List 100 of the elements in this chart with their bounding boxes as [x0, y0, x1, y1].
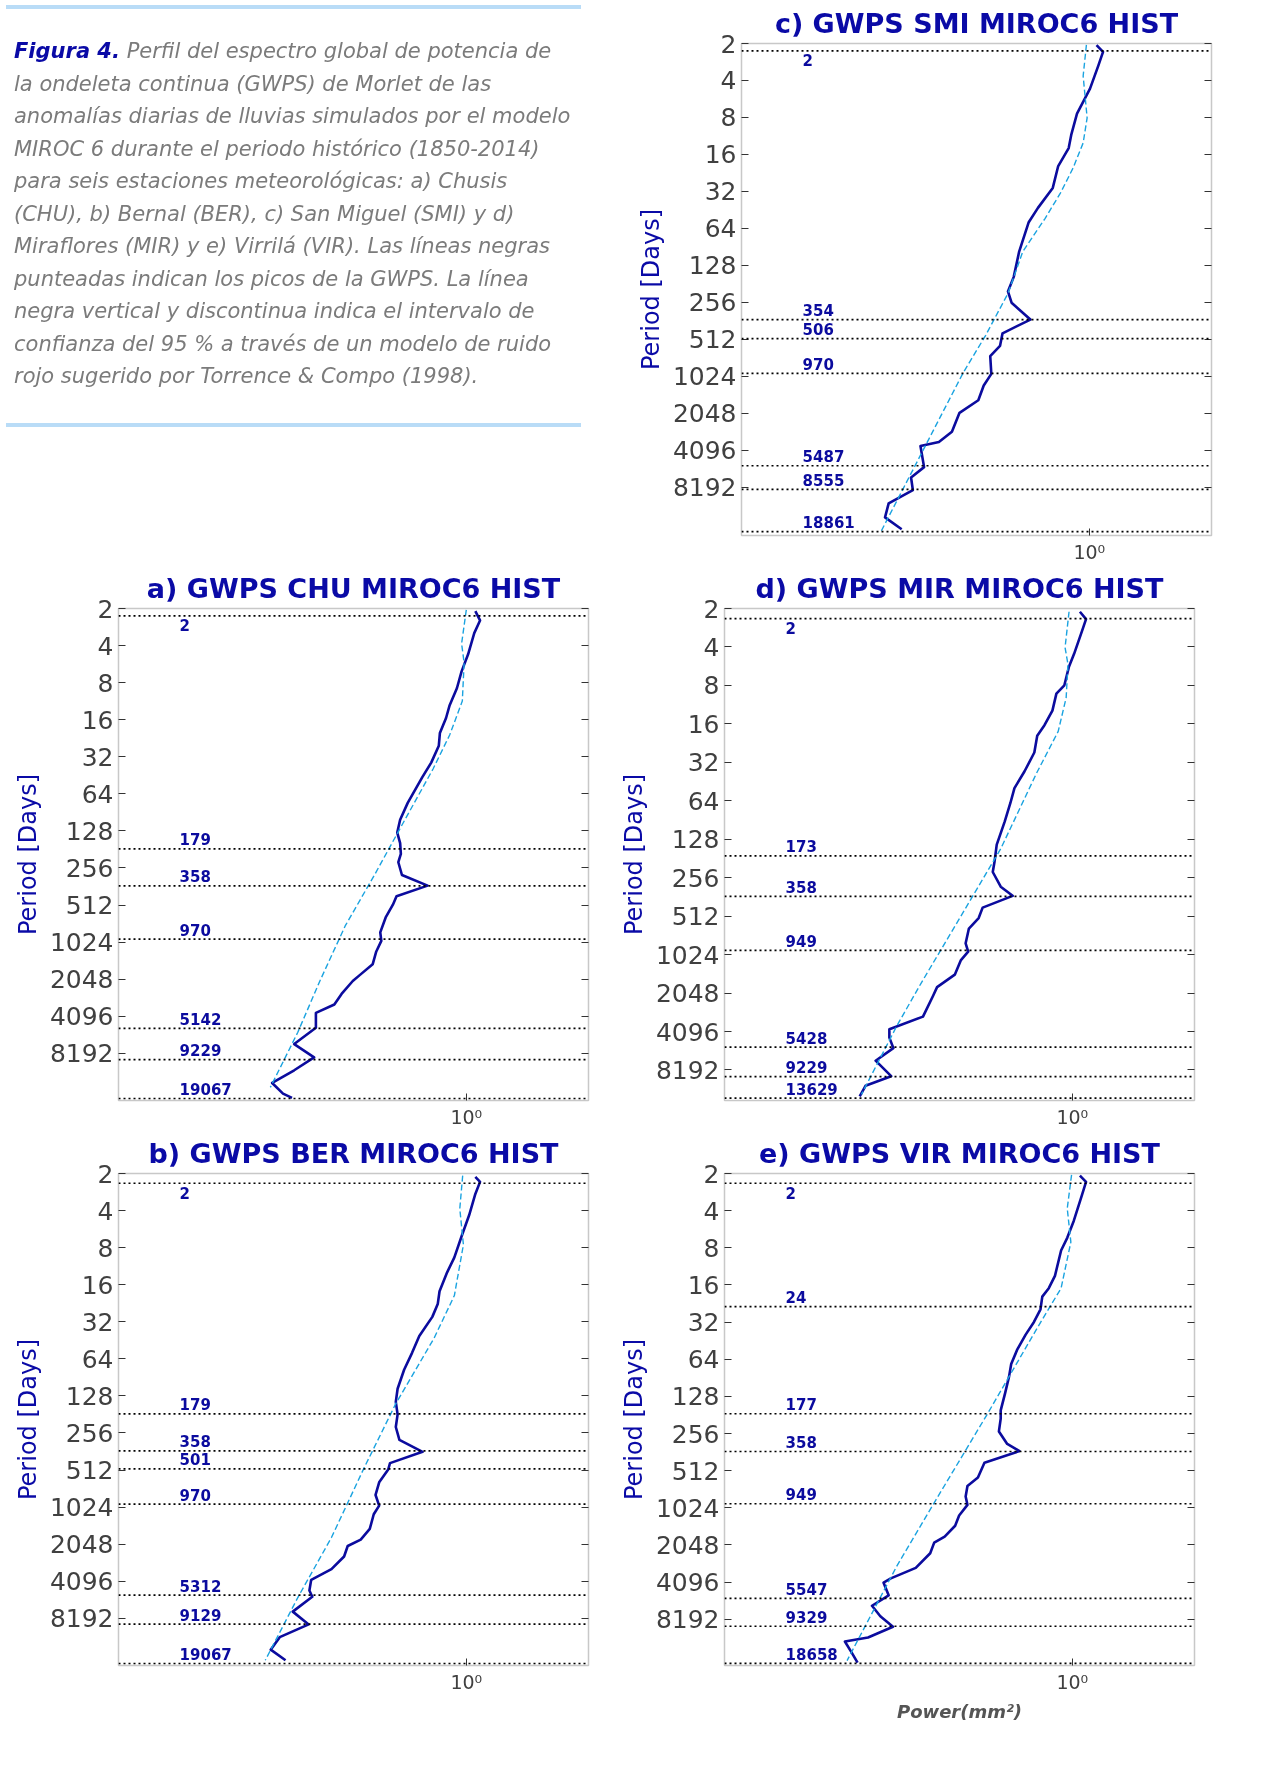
- y-tick-label: 8192: [49, 1039, 114, 1069]
- ref-line-label: 9229: [785, 1059, 828, 1078]
- ref-line-label: 2: [179, 1184, 191, 1203]
- y-tick-label: 64: [81, 779, 114, 809]
- ref-line-label: 2: [785, 620, 797, 639]
- y-tick-label: 4: [97, 631, 114, 661]
- y-tick-label: 512: [65, 1456, 114, 1486]
- y-tick-label: 512: [65, 891, 114, 921]
- y-tick-label: 2: [703, 594, 720, 624]
- text: 10⁰: [1073, 540, 1106, 563]
- y-tick-label: 4096: [672, 436, 737, 466]
- ref-line-label: 970: [179, 1486, 211, 1505]
- y-tick-label: 1024: [655, 940, 720, 970]
- y-tick-label: 16: [81, 705, 114, 735]
- y-axis-title: Period [Days]: [636, 208, 665, 371]
- y-tick-label: 64: [704, 214, 737, 244]
- y-tick-label: 4: [703, 1196, 720, 1226]
- ref-line-label: 9229: [179, 1042, 222, 1061]
- y-axis-title: Period [Days]: [619, 773, 648, 936]
- y-tick-label: 32: [687, 748, 720, 778]
- ref-line-label: 179: [179, 831, 211, 850]
- y-tick-label: 8: [97, 668, 114, 698]
- y-tick-label: 32: [704, 177, 737, 207]
- ref-line-label: 2: [802, 52, 814, 71]
- ref-line-label: 970: [179, 921, 211, 940]
- y-tick-label: 2048: [655, 1531, 720, 1560]
- ref-line-label: 173: [785, 838, 817, 857]
- ref-line-label: 5547: [785, 1580, 828, 1599]
- y-tick-label: 16: [81, 1270, 114, 1300]
- y-tick-label: 8192: [655, 1055, 720, 1085]
- y-tick-label: 8192: [655, 1605, 720, 1635]
- text: Figura 4.: [14, 39, 120, 63]
- y-tick-label: 4096: [655, 1017, 720, 1047]
- y-tick-label: 8: [703, 1233, 720, 1263]
- y-tick-label: 64: [81, 1344, 114, 1374]
- ref-line-label: 19067: [179, 1645, 232, 1664]
- y-tick-label: 256: [671, 1419, 720, 1449]
- text: 10⁰: [1056, 1670, 1089, 1693]
- x-axis-title: Power(mm²): [896, 1700, 1023, 1722]
- y-tick-label: 128: [65, 1381, 114, 1411]
- y-tick-label: 4096: [49, 1567, 114, 1597]
- y-tick-label: 64: [687, 1345, 720, 1375]
- y-tick-label: 8: [720, 103, 737, 133]
- ref-line-label: 506: [802, 321, 834, 340]
- ref-line-label: 358: [785, 878, 817, 897]
- y-tick-label: 256: [65, 1418, 114, 1448]
- y-tick-label: 8192: [49, 1604, 114, 1634]
- y-tick-label: 16: [687, 1270, 720, 1300]
- ref-line-label: 8555: [802, 471, 845, 490]
- y-tick-label: 8: [97, 1233, 114, 1263]
- y-tick-label: 4096: [655, 1568, 720, 1598]
- y-tick-label: 2048: [655, 979, 720, 1009]
- y-tick-label: 1024: [655, 1493, 720, 1523]
- text: 10⁰: [450, 1105, 483, 1128]
- text: 10⁰: [1056, 1105, 1089, 1128]
- ref-line-label: 13629: [785, 1080, 838, 1099]
- y-tick-label: 2: [97, 1159, 114, 1189]
- ref-line-label: 5142: [179, 1010, 222, 1029]
- y-tick-label: 128: [671, 825, 720, 855]
- ref-line-label: 358: [785, 1434, 817, 1453]
- y-tick-label: 16: [687, 709, 720, 739]
- ref-line-label: 2: [785, 1184, 797, 1203]
- y-tick-label: 1024: [49, 928, 114, 958]
- y-tick-label: 512: [671, 902, 720, 932]
- ref-line-label: 24: [785, 1289, 807, 1308]
- y-tick-label: 2: [97, 594, 114, 624]
- ref-line-label: 358: [179, 1433, 211, 1452]
- y-tick-label: 8: [703, 671, 720, 701]
- y-tick-label: 128: [688, 251, 737, 281]
- chart-title: e) GWPS VIR MIROC6 HIST: [759, 1137, 1161, 1169]
- y-tick-label: 32: [81, 742, 114, 772]
- y-tick-label: 8192: [672, 473, 737, 503]
- y-axis-title: Period [Days]: [13, 1338, 42, 1501]
- ref-line-label: 9129: [179, 1606, 222, 1625]
- ref-line-label: 5487: [802, 448, 845, 467]
- ref-line-label: 179: [179, 1396, 211, 1415]
- y-tick-label: 1024: [49, 1493, 114, 1523]
- y-tick-label: 128: [671, 1382, 720, 1412]
- y-tick-label: 4096: [49, 1002, 114, 1032]
- y-tick-label: 32: [81, 1307, 114, 1337]
- y-tick-label: 128: [65, 816, 114, 846]
- y-tick-label: 2: [703, 1159, 720, 1189]
- y-tick-label: 2048: [49, 965, 114, 995]
- y-tick-label: 256: [671, 863, 720, 893]
- y-tick-label: 256: [65, 853, 114, 883]
- y-tick-label: 4: [703, 632, 720, 662]
- chart-title: c) GWPS SMI MIROC6 HIST: [774, 7, 1179, 39]
- y-tick-label: 512: [688, 325, 737, 355]
- ref-line-label: 501: [179, 1451, 211, 1470]
- y-tick-label: 2048: [49, 1530, 114, 1560]
- y-tick-label: 1024: [672, 362, 737, 392]
- chart-title: a) GWPS CHU MIROC6 HIST: [146, 572, 561, 604]
- y-tick-label: 4: [97, 1196, 114, 1226]
- ref-line-label: 2: [179, 617, 191, 636]
- chart-title: b) GWPS BER MIROC6 HIST: [148, 1137, 560, 1169]
- chart-title: d) GWPS MIR MIROC6 HIST: [755, 572, 1165, 604]
- ref-line-label: 949: [785, 932, 817, 951]
- y-tick-label: 4: [720, 66, 737, 96]
- ref-line-label: 970: [802, 355, 834, 374]
- ref-line-label: 949: [785, 1486, 817, 1505]
